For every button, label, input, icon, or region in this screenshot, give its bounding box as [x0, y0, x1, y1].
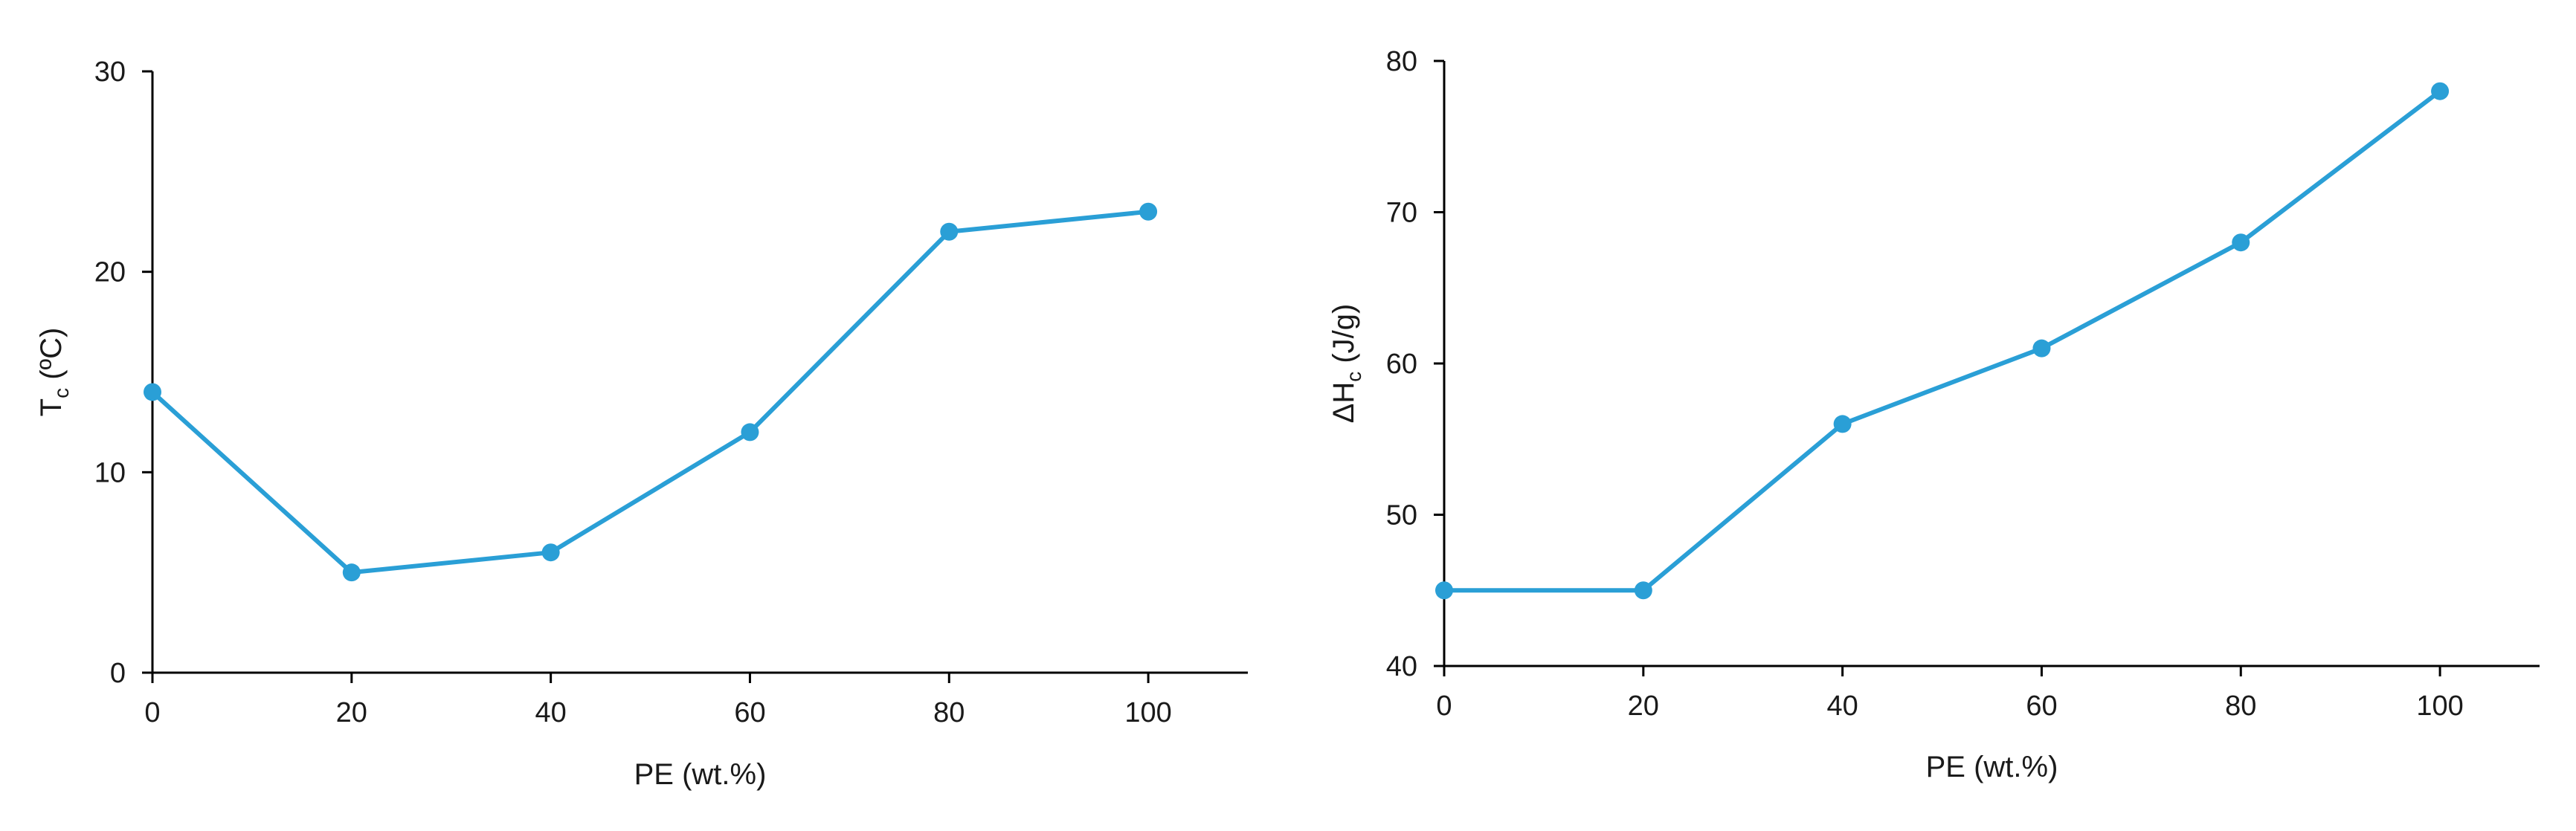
data-point [2232, 233, 2250, 252]
y-tick-label: 20 [94, 257, 126, 288]
x-tick-label: 0 [1436, 691, 1452, 722]
y-tick-label: 80 [1386, 46, 1417, 77]
data-point [541, 543, 560, 562]
chart-left: 0 10 20 30 0 20 40 60 80 100 PE (wt.%) Tc (ºC) [35, 56, 1248, 791]
x-tick-label: 60 [734, 697, 765, 728]
x-tick-label: 80 [933, 697, 965, 728]
data-point [940, 222, 959, 241]
x-tick-label: 20 [1628, 691, 1659, 722]
x-tick-label: 40 [535, 697, 566, 728]
x-tick-label: 100 [2416, 691, 2463, 722]
data-point [342, 563, 361, 582]
y-tick-label: 50 [1386, 500, 1417, 531]
y-tick-label: 70 [1386, 198, 1417, 229]
data-point [2032, 339, 2051, 358]
y-axis-label: ΔHc (J/g) [1327, 304, 1365, 424]
x-axis-label: PE (wt.%) [1926, 751, 2058, 783]
y-axis-label: Tc (ºC) [35, 328, 73, 417]
x-tick-label: 80 [2225, 691, 2256, 722]
x-tick-label: 0 [144, 697, 160, 728]
y-tick-label: 30 [94, 56, 126, 88]
data-point [741, 423, 759, 442]
y-tick-label: 0 [110, 658, 126, 689]
chart-right: 40 50 60 70 80 0 20 40 60 80 100 PE (wt.%) ΔHc (J/g) [1327, 46, 2540, 783]
data-point [1833, 415, 1852, 433]
y-tick-label: 40 [1386, 651, 1417, 682]
y-tick-label: 60 [1386, 349, 1417, 380]
x-tick-label: 100 [1124, 697, 1171, 728]
x-tick-label: 40 [1826, 691, 1858, 722]
data-point [1634, 581, 1652, 600]
series-line [1442, 88, 2443, 593]
series-line [150, 209, 1151, 575]
data-point [1139, 202, 1158, 221]
data-point [1435, 581, 1453, 600]
x-tick-label: 60 [2026, 691, 2057, 722]
data-point [2431, 82, 2450, 100]
y-tick-label: 10 [94, 457, 126, 488]
x-axis-label: PE (wt.%) [634, 758, 767, 791]
data-point [144, 383, 161, 401]
x-tick-label: 20 [336, 697, 367, 728]
